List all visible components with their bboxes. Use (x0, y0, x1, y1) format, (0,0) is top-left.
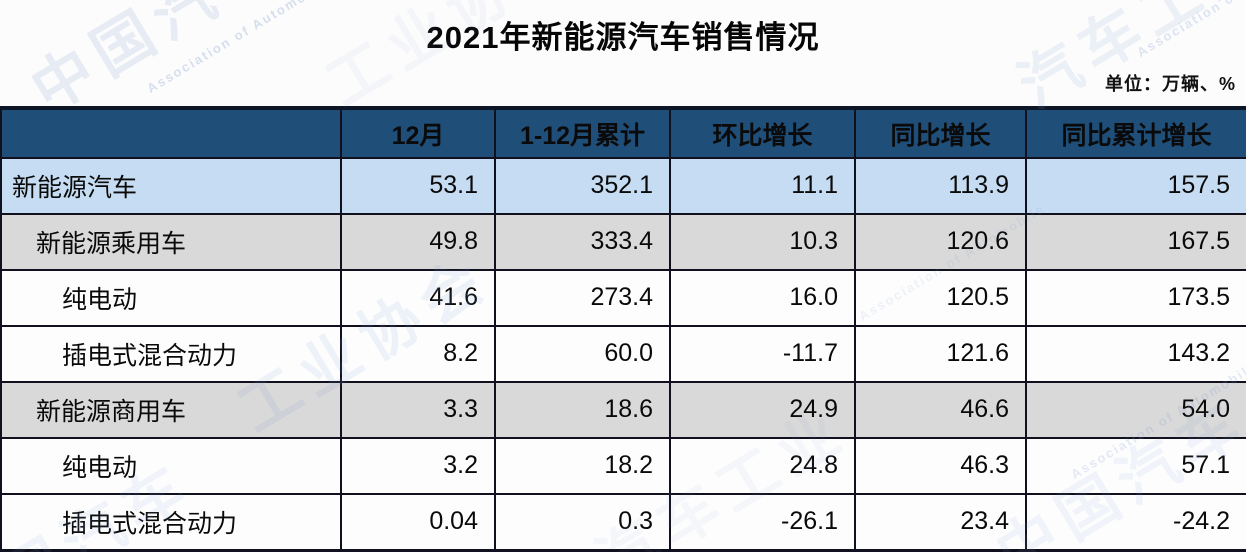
header-cell-category (0, 107, 342, 159)
cell-value: 46.6 (854, 380, 1027, 439)
cell-value: 18.2 (494, 436, 671, 495)
cell-value: 53.1 (340, 157, 496, 215)
cell-value: 143.2 (1025, 324, 1246, 383)
cell-value: 8.2 (340, 324, 496, 383)
cell-value: 121.6 (854, 324, 1027, 383)
cell-value: 157.5 (1025, 157, 1246, 215)
cell-value: 0.04 (340, 492, 496, 552)
row-label: 插电式混合动力 (0, 324, 342, 383)
row-label: 新能源汽车 (0, 157, 342, 215)
cell-value: 46.3 (854, 436, 1027, 495)
cell-value: 60.0 (494, 324, 671, 383)
cell-value: 23.4 (854, 492, 1027, 552)
cell-value: -11.7 (669, 324, 856, 383)
table-row-commercial: 新能源商用车 3.3 18.6 24.9 46.6 54.0 (0, 380, 1246, 439)
cell-value: 113.9 (854, 157, 1027, 215)
cell-value: 333.4 (494, 212, 671, 271)
cell-value: 120.6 (854, 212, 1027, 271)
cell-value: 173.5 (1025, 268, 1246, 327)
row-label: 纯电动 (0, 268, 342, 327)
row-label: 新能源乘用车 (0, 212, 342, 271)
cell-value: -26.1 (669, 492, 856, 552)
cell-value: 16.0 (669, 268, 856, 327)
cell-value: 49.8 (340, 212, 496, 271)
header-cell-december: 12月 (340, 107, 496, 159)
nev-sales-table: 12月 1-12月累计 环比增长 同比增长 同比累计增长 新能源汽车 53.1 … (0, 106, 1246, 552)
title-area: 2021年新能源汽车销售情况 单位：万辆、% (0, 0, 1246, 106)
row-label: 纯电动 (0, 436, 342, 495)
cell-value: 352.1 (494, 157, 671, 215)
cell-value: 24.9 (669, 380, 856, 439)
table-row-commercial-phev: 插电式混合动力 0.04 0.3 -26.1 23.4 -24.2 (0, 492, 1246, 552)
cell-value: 18.6 (494, 380, 671, 439)
cell-value: 3.2 (340, 436, 496, 495)
cell-value: 10.3 (669, 212, 856, 271)
header-cell-cumulative: 1-12月累计 (494, 107, 671, 159)
table-row-nev-total: 新能源汽车 53.1 352.1 11.1 113.9 157.5 (0, 157, 1246, 215)
unit-label: 单位：万辆、% (1104, 74, 1236, 94)
cell-value: 3.3 (340, 380, 496, 439)
header-cell-mom-growth: 环比增长 (669, 107, 856, 159)
header-cell-yoy-growth: 同比增长 (854, 107, 1027, 159)
table-row-commercial-bev: 纯电动 3.2 18.2 24.8 46.3 57.1 (0, 436, 1246, 495)
cell-value: 54.0 (1025, 380, 1246, 439)
cell-value: 11.1 (669, 157, 856, 215)
cell-value: 24.8 (669, 436, 856, 495)
row-label: 新能源商用车 (0, 380, 342, 439)
cell-value: 120.5 (854, 268, 1027, 327)
cell-value: 0.3 (494, 492, 671, 552)
cell-value: 273.4 (494, 268, 671, 327)
table-row-passenger-bev: 纯电动 41.6 273.4 16.0 120.5 173.5 (0, 268, 1246, 327)
table-row-passenger: 新能源乘用车 49.8 333.4 10.3 120.6 167.5 (0, 212, 1246, 271)
table-row-passenger-phev: 插电式混合动力 8.2 60.0 -11.7 121.6 143.2 (0, 324, 1246, 383)
row-label: 插电式混合动力 (0, 492, 342, 552)
header-row: 12月 1-12月累计 环比增长 同比增长 同比累计增长 (0, 107, 1246, 159)
cell-value: 167.5 (1025, 212, 1246, 271)
cell-value: 41.6 (340, 268, 496, 327)
cell-value: 57.1 (1025, 436, 1246, 495)
cell-value: -24.2 (1025, 492, 1246, 552)
header-cell-yoy-cum-growth: 同比累计增长 (1025, 107, 1246, 159)
page-title: 2021年新能源汽车销售情况 (426, 20, 820, 55)
